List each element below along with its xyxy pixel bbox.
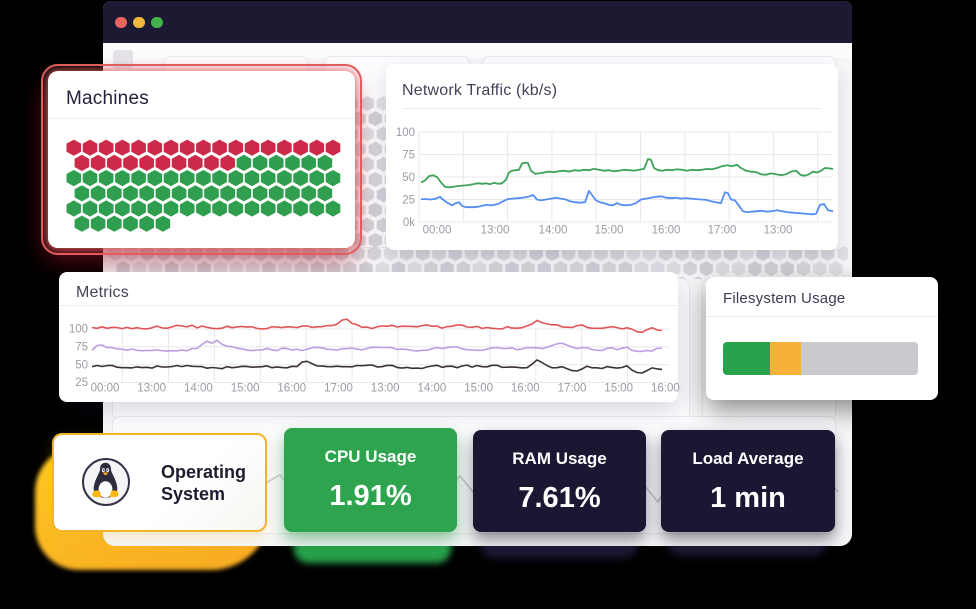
svg-text:13:00: 13:00	[137, 383, 166, 395]
svg-text:14:00: 14:00	[184, 383, 213, 395]
svg-text:75: 75	[402, 150, 415, 162]
svg-text:16:00: 16:00	[652, 225, 681, 237]
svg-text:16:00: 16:00	[511, 383, 540, 395]
svg-text:15:00: 15:00	[231, 383, 260, 395]
svg-text:100: 100	[396, 127, 415, 139]
svg-text:14:00: 14:00	[539, 225, 568, 237]
svg-text:00:00: 00:00	[423, 225, 452, 237]
svg-text:0k: 0k	[403, 217, 415, 229]
svg-text:17:00: 17:00	[324, 383, 353, 395]
svg-text:15:00: 15:00	[604, 383, 633, 395]
svg-text:13:00: 13:00	[481, 225, 510, 237]
svg-text:50: 50	[402, 172, 415, 184]
svg-text:100: 100	[69, 324, 88, 336]
svg-text:16:00: 16:00	[277, 383, 306, 395]
svg-text:15:00: 15:00	[464, 383, 493, 395]
svg-text:13:00: 13:00	[764, 225, 793, 237]
svg-text:17:00: 17:00	[708, 225, 737, 237]
svg-text:17:00: 17:00	[558, 383, 587, 395]
svg-text:00:00: 00:00	[91, 383, 120, 395]
svg-text:15:00: 15:00	[595, 225, 624, 237]
svg-text:75: 75	[75, 341, 88, 353]
svg-text:25: 25	[75, 377, 88, 389]
svg-text:14:00: 14:00	[418, 383, 447, 395]
svg-text:16:00: 16:00	[651, 383, 680, 395]
svg-text:25: 25	[402, 195, 415, 207]
svg-text:50: 50	[75, 359, 88, 371]
svg-text:13:00: 13:00	[371, 383, 400, 395]
